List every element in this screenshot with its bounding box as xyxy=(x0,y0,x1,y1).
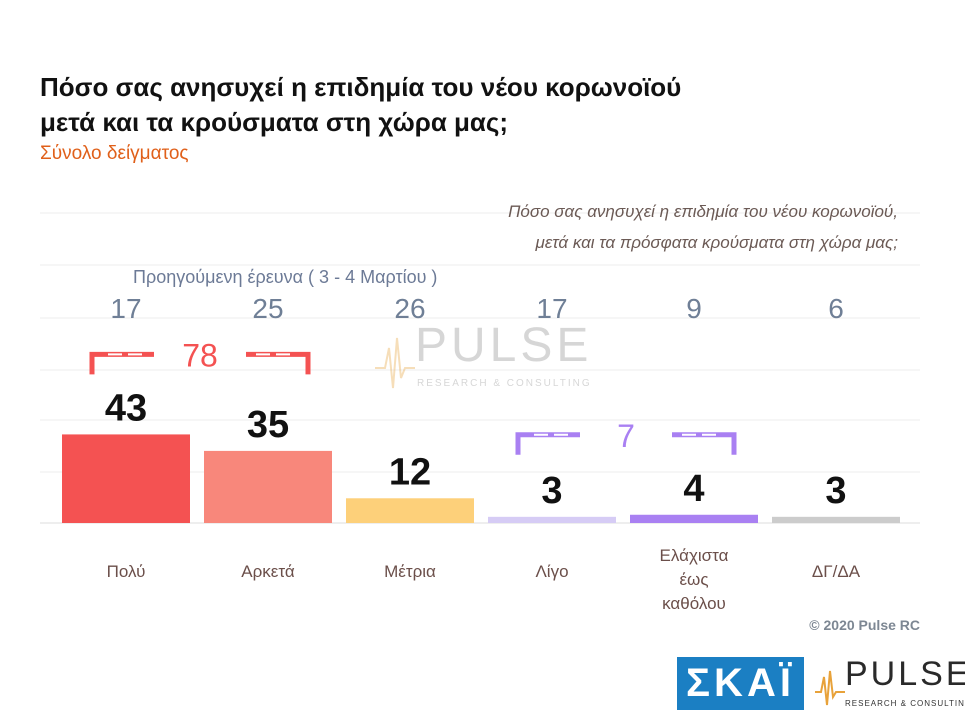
previous-value-label: 6 xyxy=(828,293,844,324)
question-text: Πόσο σας ανησυχεί η επιδημία του νέου κο… xyxy=(508,196,898,258)
previous-value-label: 17 xyxy=(110,293,141,324)
bar xyxy=(204,450,332,523)
group-total-label: 7 xyxy=(617,418,635,454)
question-line-1: Πόσο σας ανησυχεί η επιδημία του νέου κο… xyxy=(508,202,898,221)
previous-value-label: 26 xyxy=(394,293,425,324)
previous-value-label: 17 xyxy=(536,293,567,324)
question-line-2: μετά και τα πρόσφατα κρούσματα στη χώρα … xyxy=(535,233,899,252)
skai-logo: ΣΚΑΪ xyxy=(677,657,804,710)
previous-value-label: 9 xyxy=(686,293,702,324)
bar-value-label: 43 xyxy=(105,387,147,429)
bar xyxy=(488,516,616,523)
bar-value-label: 3 xyxy=(825,470,846,512)
title-line-2: μετά και τα κρούσματα στη χώρα μας; xyxy=(40,107,509,137)
bar xyxy=(346,498,474,523)
pulse-logo-sub: RESEARCH & CONSULTING xyxy=(845,699,965,708)
bar xyxy=(772,516,900,523)
watermark-wave-icon xyxy=(375,337,415,389)
pulse-wave-icon xyxy=(815,670,845,706)
bar-value-label: 35 xyxy=(247,404,289,446)
category-label: Αρκετά xyxy=(241,562,295,581)
pulse-logo-word: PULSE xyxy=(845,655,965,693)
group-total-label: 78 xyxy=(182,337,218,373)
pulse-logo: PULSE RESEARCH & CONSULTING xyxy=(815,655,965,715)
previous-survey-label: Προηγούμενη έρευνα ( 3 - 4 Μαρτίου ) xyxy=(133,267,438,287)
category-label: ΔΓ/ΔΑ xyxy=(812,562,861,581)
category-label: Ελάχιστα xyxy=(660,546,729,565)
bar xyxy=(630,514,758,523)
previous-value-label: 25 xyxy=(252,293,283,324)
category-label: Λίγο xyxy=(535,562,568,581)
category-label: καθόλου xyxy=(662,594,726,613)
category-label: Πολύ xyxy=(107,562,146,581)
watermark-word: PULSE xyxy=(415,319,593,372)
pulse-watermark: PULSE RESEARCH & CONSULTING xyxy=(375,318,605,398)
bar-value-label: 4 xyxy=(683,468,704,510)
chart-subtitle: Σύνολο δείγματος xyxy=(40,143,189,164)
bar-value-label: 12 xyxy=(389,451,431,493)
copyright: © 2020 Pulse RC xyxy=(809,617,920,633)
category-label: έως xyxy=(679,570,708,589)
category-label: Μέτρια xyxy=(384,562,436,581)
watermark-sub: RESEARCH & CONSULTING xyxy=(417,378,592,389)
chart-title: Πόσο σας ανησυχεί η επιδημία του νέου κο… xyxy=(40,70,681,140)
bar xyxy=(62,434,190,523)
title-line-1: Πόσο σας ανησυχεί η επιδημία του νέου κο… xyxy=(40,72,682,102)
bar-value-label: 3 xyxy=(541,470,562,512)
